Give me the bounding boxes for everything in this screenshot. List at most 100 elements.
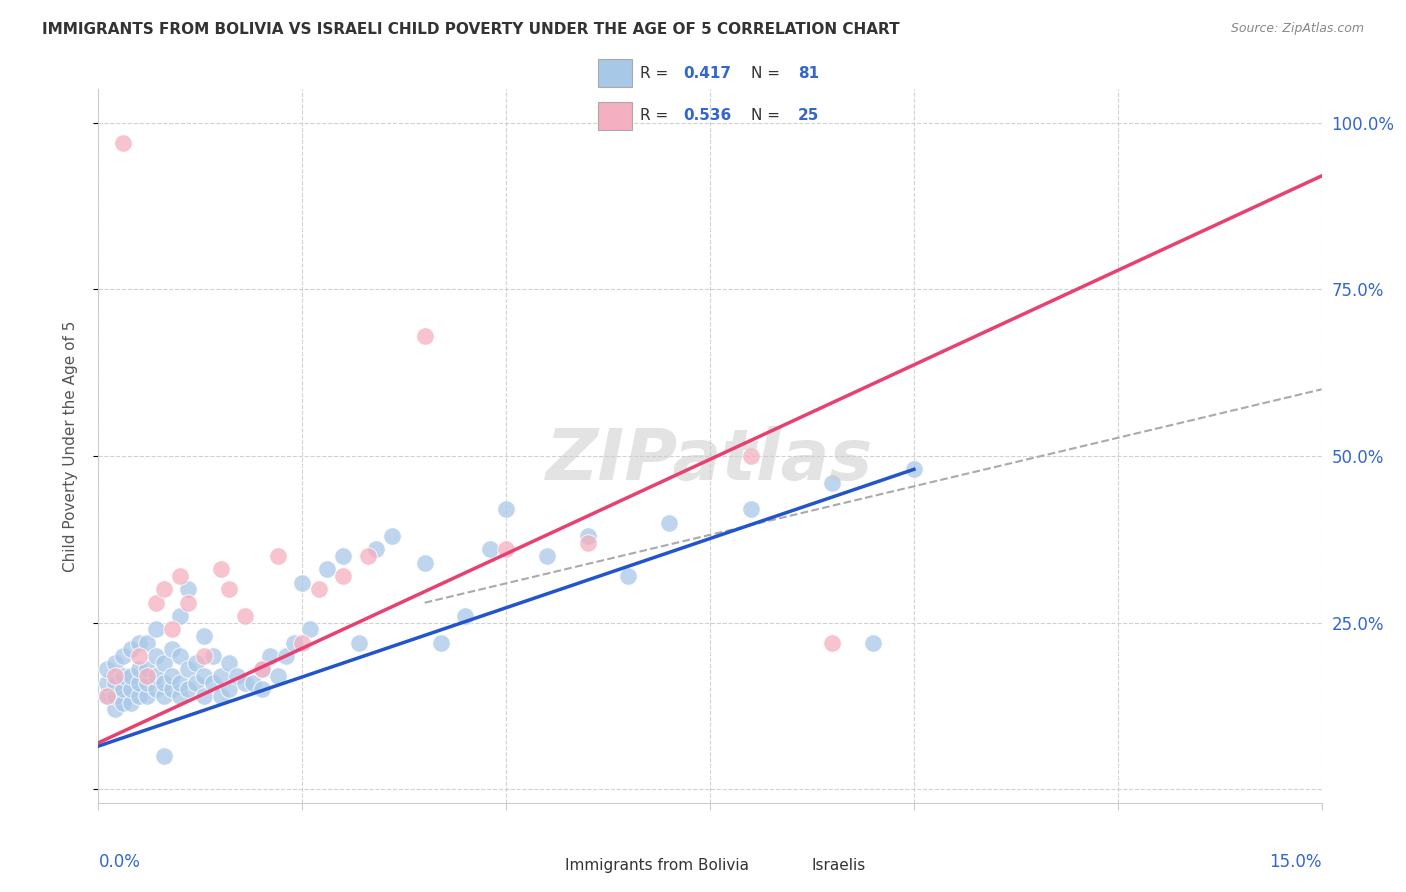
Point bbox=[111, 696, 134, 710]
Point bbox=[332, 549, 354, 563]
Point bbox=[233, 609, 256, 624]
Point bbox=[291, 575, 314, 590]
Point bbox=[152, 675, 174, 690]
Point bbox=[136, 662, 159, 676]
Point bbox=[903, 462, 925, 476]
Point bbox=[740, 449, 762, 463]
Point bbox=[136, 675, 159, 690]
Point bbox=[104, 669, 127, 683]
Text: R =: R = bbox=[640, 109, 673, 123]
Point bbox=[536, 549, 558, 563]
Point bbox=[267, 669, 290, 683]
Text: 81: 81 bbox=[797, 66, 818, 80]
Text: N =: N = bbox=[751, 66, 785, 80]
Point bbox=[209, 669, 232, 683]
Point bbox=[96, 675, 118, 690]
Text: 15.0%: 15.0% bbox=[1270, 853, 1322, 871]
Point bbox=[218, 582, 240, 597]
Text: ZIPatlas: ZIPatlas bbox=[547, 425, 873, 495]
Point bbox=[169, 675, 191, 690]
Point bbox=[193, 689, 215, 703]
Point bbox=[177, 682, 200, 697]
Point bbox=[267, 549, 290, 563]
Point bbox=[160, 623, 183, 637]
Point bbox=[104, 702, 127, 716]
Point bbox=[291, 636, 314, 650]
Point bbox=[186, 675, 208, 690]
Point bbox=[177, 582, 200, 597]
Point bbox=[226, 669, 249, 683]
Point bbox=[96, 689, 118, 703]
Point bbox=[104, 689, 127, 703]
Point bbox=[136, 669, 159, 683]
Text: 25: 25 bbox=[797, 109, 820, 123]
Point bbox=[111, 649, 134, 664]
Text: R =: R = bbox=[640, 66, 673, 80]
Point bbox=[177, 662, 200, 676]
Point bbox=[454, 609, 477, 624]
Text: 0.0%: 0.0% bbox=[98, 853, 141, 871]
Point bbox=[160, 669, 183, 683]
Point bbox=[250, 682, 273, 697]
Point bbox=[315, 562, 337, 576]
Point bbox=[495, 502, 517, 516]
Point bbox=[259, 649, 281, 664]
Point bbox=[152, 582, 174, 597]
Point bbox=[96, 662, 118, 676]
Point bbox=[120, 642, 142, 657]
Point bbox=[299, 623, 322, 637]
Point bbox=[862, 636, 884, 650]
Point bbox=[96, 689, 118, 703]
Point bbox=[160, 682, 183, 697]
Point bbox=[145, 682, 167, 697]
Point bbox=[136, 689, 159, 703]
Point bbox=[104, 656, 127, 670]
Point bbox=[349, 636, 371, 650]
Point bbox=[478, 542, 501, 557]
Point bbox=[128, 662, 150, 676]
Point bbox=[209, 562, 232, 576]
Text: 0.417: 0.417 bbox=[683, 66, 731, 80]
Point bbox=[356, 549, 378, 563]
Point bbox=[169, 609, 191, 624]
Point bbox=[233, 675, 256, 690]
Point bbox=[120, 682, 142, 697]
Point bbox=[169, 569, 191, 583]
Text: Immigrants from Bolivia: Immigrants from Bolivia bbox=[565, 858, 749, 872]
Point bbox=[821, 636, 844, 650]
Text: IMMIGRANTS FROM BOLIVIA VS ISRAELI CHILD POVERTY UNDER THE AGE OF 5 CORRELATION : IMMIGRANTS FROM BOLIVIA VS ISRAELI CHILD… bbox=[42, 22, 900, 37]
Point bbox=[152, 749, 174, 764]
Point bbox=[193, 629, 215, 643]
Point bbox=[128, 689, 150, 703]
Point bbox=[160, 642, 183, 657]
Y-axis label: Child Poverty Under the Age of 5: Child Poverty Under the Age of 5 bbox=[63, 320, 77, 572]
Point bbox=[177, 596, 200, 610]
Point bbox=[209, 689, 232, 703]
FancyBboxPatch shape bbox=[599, 103, 633, 129]
Point bbox=[128, 649, 150, 664]
Point bbox=[283, 636, 305, 650]
Point bbox=[145, 669, 167, 683]
Text: 0.536: 0.536 bbox=[683, 109, 731, 123]
Point bbox=[658, 516, 681, 530]
Point bbox=[250, 662, 273, 676]
Point bbox=[120, 696, 142, 710]
Text: N =: N = bbox=[751, 109, 785, 123]
Point bbox=[128, 636, 150, 650]
Point bbox=[413, 556, 436, 570]
Point bbox=[821, 475, 844, 490]
Point bbox=[111, 682, 134, 697]
FancyBboxPatch shape bbox=[599, 60, 633, 87]
Point bbox=[128, 675, 150, 690]
Text: Israelis: Israelis bbox=[811, 858, 866, 872]
Point bbox=[111, 669, 134, 683]
Point bbox=[740, 502, 762, 516]
Point bbox=[201, 675, 224, 690]
Text: Source: ZipAtlas.com: Source: ZipAtlas.com bbox=[1230, 22, 1364, 36]
Point bbox=[186, 656, 208, 670]
Point bbox=[242, 675, 264, 690]
Point bbox=[495, 542, 517, 557]
Point bbox=[120, 669, 142, 683]
Point bbox=[218, 682, 240, 697]
Point bbox=[332, 569, 354, 583]
